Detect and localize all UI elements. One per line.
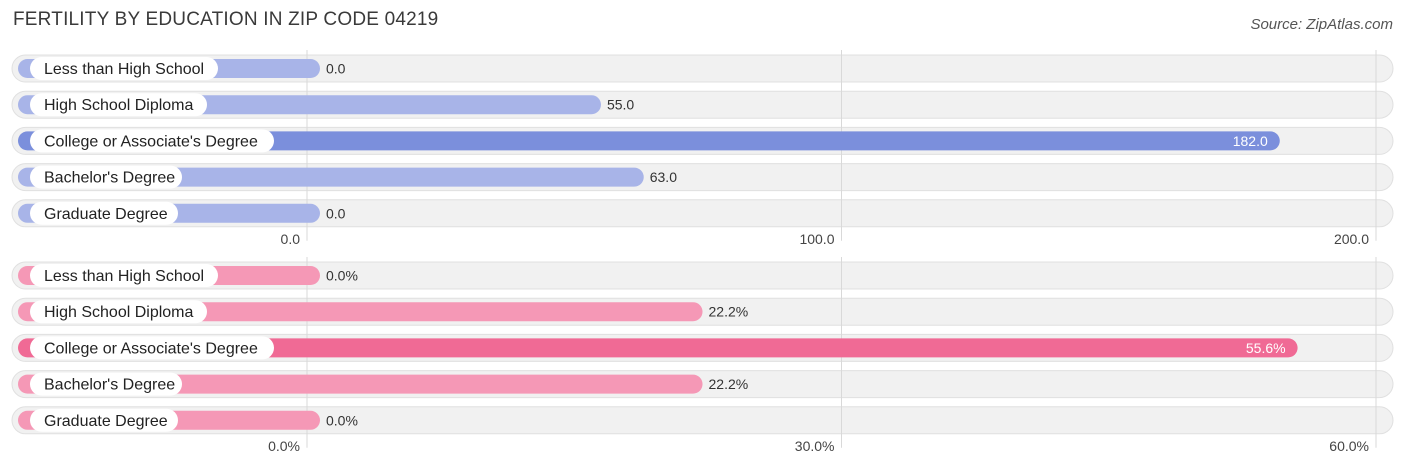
- x-tick-label: 100.0: [799, 231, 834, 247]
- bar-bachelor-s-degree: [18, 374, 703, 394]
- bar-college-or-associate-s-degree: [18, 338, 1298, 358]
- label-pill-graduate-degree: [30, 408, 178, 432]
- x-tick-label: 30.0%: [795, 438, 835, 454]
- label-pill-bachelor-s-degree: [30, 165, 182, 189]
- label-pill-less-than-high-school: [30, 57, 218, 80]
- value-label-college-or-associate-s-degree: 55.6%: [1246, 340, 1286, 356]
- category-label-college-or-associate-s-degree: College or Associate's Degree: [44, 340, 258, 357]
- source-label: Source: ZipAtlas.com: [1250, 16, 1393, 33]
- row-track-less-than-high-school: [11, 54, 1394, 83]
- row-track-less-than-high-school: [11, 261, 1394, 290]
- chart-percent: Less than High School 0.0% High School Dip…: [11, 257, 1394, 454]
- label-pill-graduate-degree: [30, 201, 178, 225]
- chart-counts: Less than High School 0.0 High School Dipl…: [11, 50, 1394, 247]
- category-label-high-school-diploma: High School Diploma: [44, 97, 194, 114]
- label-pill-college-or-associate-s-degree: [30, 336, 274, 360]
- row-track-graduate-degree: [11, 406, 1394, 435]
- category-label-college-or-associate-s-degree: College or Associate's Degree: [44, 133, 258, 150]
- label-pill-less-than-high-school: [30, 264, 218, 287]
- label-pill-high-school-diploma: [30, 93, 207, 117]
- row-track-graduate-degree: [11, 199, 1394, 228]
- x-tick-label: 0.0%: [268, 438, 300, 454]
- category-label-less-than-high-school: Less than High School: [44, 61, 204, 78]
- category-label-graduate-degree: Graduate Degree: [44, 413, 168, 430]
- chart-title: FERTILITY BY EDUCATION IN ZIP CODE 04219: [13, 9, 439, 30]
- value-label-bachelor-s-degree: 63.0: [650, 169, 677, 185]
- category-label-bachelor-s-degree: Bachelor's Degree: [44, 377, 175, 394]
- x-tick-label: 0.0: [281, 231, 301, 247]
- category-label-high-school-diploma: High School Diploma: [44, 304, 194, 321]
- label-pill-bachelor-s-degree: [30, 372, 182, 396]
- value-label-high-school-diploma: 22.2%: [709, 304, 749, 320]
- category-label-less-than-high-school: Less than High School: [44, 268, 204, 285]
- value-label-bachelor-s-degree: 22.2%: [709, 376, 749, 392]
- value-label-graduate-degree: 0.0%: [326, 412, 358, 428]
- value-label-less-than-high-school: 0.0: [326, 61, 346, 77]
- label-pill-college-or-associate-s-degree: [30, 129, 274, 153]
- x-tick-label: 60.0%: [1329, 438, 1369, 454]
- value-label-less-than-high-school: 0.0%: [326, 268, 358, 284]
- x-tick-label: 200.0: [1334, 231, 1369, 247]
- value-label-graduate-degree: 0.0: [326, 205, 346, 221]
- value-label-college-or-associate-s-degree: 182.0: [1233, 133, 1268, 149]
- category-label-graduate-degree: Graduate Degree: [44, 206, 168, 223]
- value-label-high-school-diploma: 55.0: [607, 97, 634, 113]
- category-label-bachelor-s-degree: Bachelor's Degree: [44, 170, 175, 187]
- label-pill-high-school-diploma: [30, 300, 207, 324]
- bar-college-or-associate-s-degree: [18, 131, 1280, 151]
